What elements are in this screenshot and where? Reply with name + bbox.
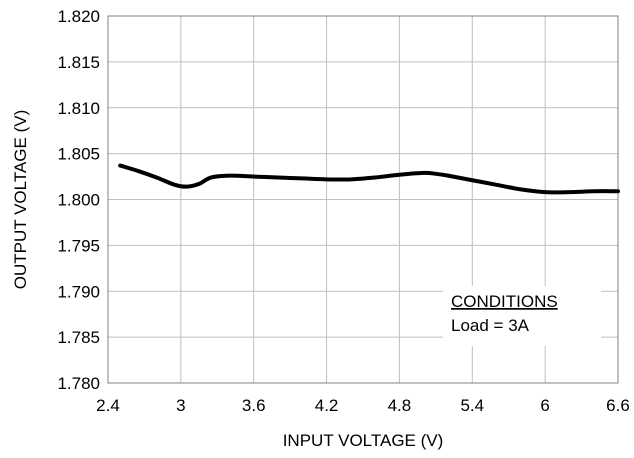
annotation-heading: CONDITIONS bbox=[451, 292, 558, 311]
annotation-box bbox=[443, 286, 601, 346]
y-tick-label: 1.820 bbox=[57, 7, 100, 26]
x-axis-title: INPUT VOLTAGE (V) bbox=[283, 431, 444, 450]
x-tick-labels: 2.4 3 3.6 4.2 4.8 5.4 6 6.6 bbox=[96, 396, 630, 415]
output-voltage-line bbox=[118, 163, 620, 195]
y-tick-labels: 1.780 1.785 1.790 1.795 1.800 1.805 1.810 1.815… bbox=[57, 7, 100, 393]
plot-frame bbox=[107, 15, 619, 384]
x-tick-label: 3 bbox=[176, 396, 185, 415]
y-tick-label: 1.800 bbox=[57, 191, 100, 210]
y-tick-label: 1.810 bbox=[57, 99, 100, 118]
conditions-annotation: CONDITIONS Load = 3A bbox=[443, 286, 601, 346]
y-tick-label: 1.795 bbox=[57, 236, 100, 255]
x-tick-label: 6 bbox=[540, 396, 549, 415]
y-tick-label: 1.805 bbox=[57, 145, 100, 164]
y-tick-label: 1.780 bbox=[57, 374, 100, 393]
y-tick-label: 1.790 bbox=[57, 282, 100, 301]
x-tick-label: 4.2 bbox=[315, 396, 339, 415]
annotation-text: Load = 3A bbox=[451, 316, 530, 335]
x-tick-label: 2.4 bbox=[96, 396, 120, 415]
x-tick-label: 6.6 bbox=[606, 396, 630, 415]
x-tick-label: 3.6 bbox=[242, 396, 266, 415]
y-axis-title: OUTPUT VOLTAGE (V) bbox=[11, 110, 30, 289]
y-tick-label: 1.785 bbox=[57, 328, 100, 347]
y-tick-label: 1.815 bbox=[57, 53, 100, 72]
x-tick-label: 5.4 bbox=[460, 396, 484, 415]
x-tick-label: 4.8 bbox=[388, 396, 412, 415]
